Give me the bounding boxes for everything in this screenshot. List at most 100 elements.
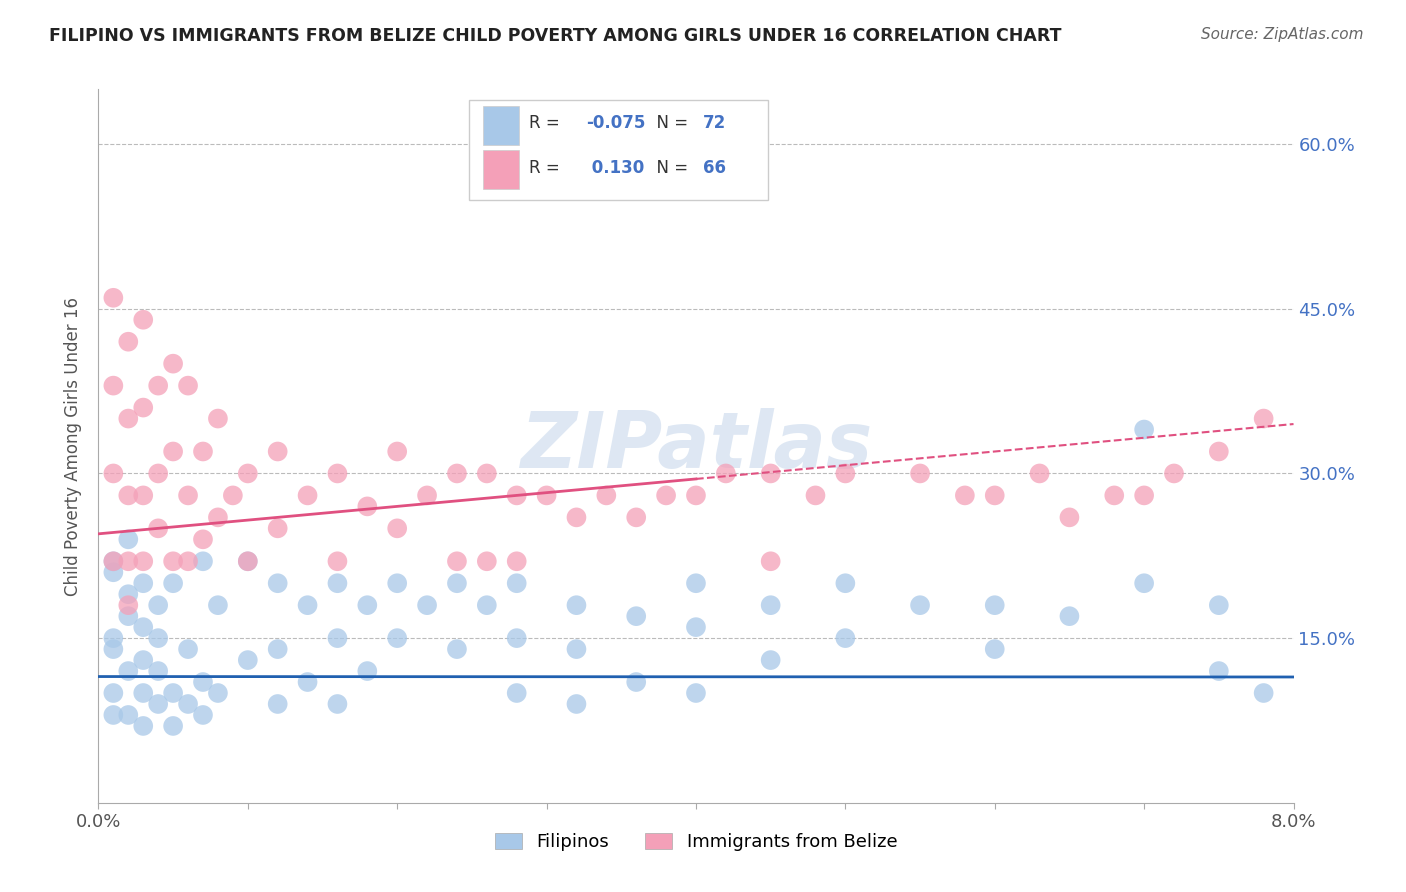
Point xyxy=(222,488,245,502)
Text: Source: ZipAtlas.com: Source: ZipAtlas.com xyxy=(1201,27,1364,42)
Point xyxy=(1208,598,1230,612)
Point xyxy=(267,444,290,458)
Legend: Filipinos, Immigrants from Belize: Filipinos, Immigrants from Belize xyxy=(488,825,904,858)
Point xyxy=(1208,664,1230,678)
Point xyxy=(506,576,529,591)
Point xyxy=(475,467,498,481)
Point xyxy=(267,521,290,535)
Point xyxy=(117,598,139,612)
Point xyxy=(117,587,139,601)
Point xyxy=(506,488,529,502)
Point xyxy=(326,467,349,481)
Point xyxy=(191,708,214,723)
Point xyxy=(103,467,125,481)
Point xyxy=(565,642,588,657)
Text: 0.130: 0.130 xyxy=(586,159,644,177)
Point xyxy=(207,598,229,612)
Point xyxy=(132,401,155,415)
Point xyxy=(1253,686,1275,700)
Point xyxy=(191,554,214,568)
Point xyxy=(475,598,498,612)
Point xyxy=(117,334,139,349)
Point xyxy=(132,620,155,634)
Point xyxy=(148,598,170,612)
Point xyxy=(1253,411,1275,425)
Point xyxy=(446,554,468,568)
Point xyxy=(191,675,214,690)
Point xyxy=(132,686,155,700)
Point xyxy=(685,488,707,502)
Text: FILIPINO VS IMMIGRANTS FROM BELIZE CHILD POVERTY AMONG GIRLS UNDER 16 CORRELATIO: FILIPINO VS IMMIGRANTS FROM BELIZE CHILD… xyxy=(49,27,1062,45)
Point xyxy=(685,576,707,591)
Text: N =: N = xyxy=(645,114,693,132)
Text: N =: N = xyxy=(645,159,693,177)
Point xyxy=(117,664,139,678)
Point xyxy=(565,598,588,612)
Point xyxy=(475,554,498,568)
Point xyxy=(685,620,707,634)
Point xyxy=(103,631,125,645)
Point xyxy=(506,554,529,568)
FancyBboxPatch shape xyxy=(470,100,768,200)
Point xyxy=(132,312,155,326)
Point xyxy=(207,411,229,425)
Point xyxy=(162,686,184,700)
Point xyxy=(117,609,139,624)
Point xyxy=(117,708,139,723)
Point xyxy=(385,576,409,591)
Point xyxy=(446,576,468,591)
Point xyxy=(416,598,439,612)
Point xyxy=(565,697,588,711)
Point xyxy=(103,554,125,568)
Point xyxy=(148,631,170,645)
Point xyxy=(1104,488,1126,502)
Point xyxy=(595,488,617,502)
Point xyxy=(1163,467,1185,481)
Point xyxy=(103,686,125,700)
Point xyxy=(236,554,259,568)
Point xyxy=(132,719,155,733)
Point xyxy=(148,521,170,535)
Point xyxy=(446,642,468,657)
Point xyxy=(297,675,319,690)
Point xyxy=(132,576,155,591)
Point xyxy=(177,642,200,657)
Point xyxy=(103,291,125,305)
Point xyxy=(191,444,214,458)
Point xyxy=(356,598,378,612)
Point xyxy=(1028,467,1050,481)
Point xyxy=(626,609,648,624)
Point xyxy=(506,686,529,700)
Point xyxy=(148,467,170,481)
Point xyxy=(236,554,259,568)
Point xyxy=(117,533,139,547)
Point xyxy=(236,467,259,481)
Point xyxy=(759,598,782,612)
Point xyxy=(685,686,707,700)
Point xyxy=(117,411,139,425)
Point xyxy=(162,576,184,591)
Point xyxy=(1208,444,1230,458)
Point xyxy=(207,686,229,700)
Point xyxy=(162,719,184,733)
Text: R =: R = xyxy=(529,114,565,132)
Point xyxy=(565,510,588,524)
Point xyxy=(908,598,931,612)
Point xyxy=(385,521,409,535)
Point xyxy=(506,631,529,645)
Text: 66: 66 xyxy=(703,159,725,177)
Point xyxy=(759,467,782,481)
Point xyxy=(132,554,155,568)
Point xyxy=(385,444,409,458)
Point xyxy=(103,566,125,580)
Point xyxy=(416,488,439,502)
Point xyxy=(162,444,184,458)
Point xyxy=(759,554,782,568)
Point xyxy=(267,697,290,711)
Point xyxy=(207,510,229,524)
Point xyxy=(908,467,931,481)
Point xyxy=(953,488,976,502)
Point xyxy=(162,357,184,371)
Point xyxy=(148,664,170,678)
Point xyxy=(326,631,349,645)
